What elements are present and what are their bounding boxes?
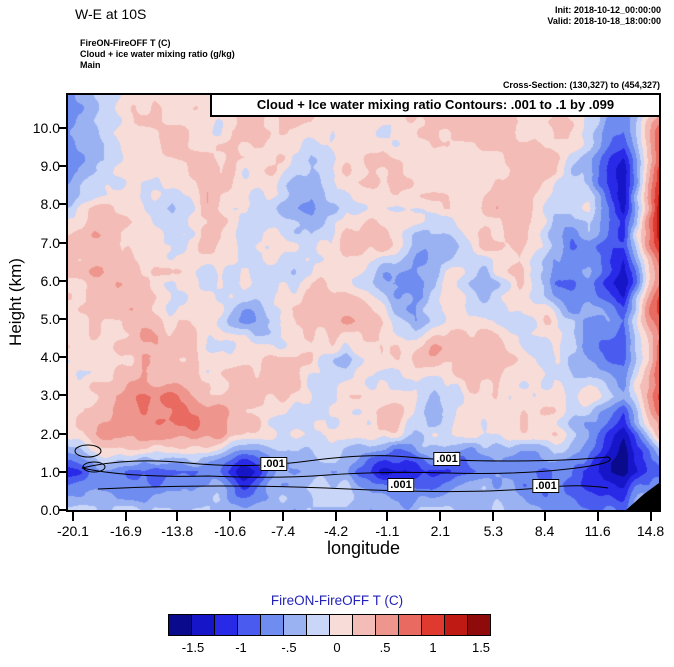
x-axis-tick-label: 8.4 — [534, 523, 555, 539]
colorbar-tick-label: -1.5 — [181, 640, 205, 655]
y-axis-tick — [59, 432, 68, 435]
colorbar-segment — [283, 614, 307, 636]
y-axis-tick-label: 8.0 — [40, 196, 60, 213]
x-axis-tick — [439, 512, 442, 521]
temperature-field-canvas — [68, 95, 659, 510]
colorbar-segment — [260, 614, 284, 636]
colorbar-segment — [306, 614, 330, 636]
x-axis-tick-label: -16.9 — [109, 523, 142, 539]
init-timestamp: Init: 2018-10-12_00:00:00 — [554, 5, 661, 15]
field-line-2: Cloud + ice water mixing ratio (g/kg) — [80, 49, 235, 59]
valid-timestamp: Valid: 2018-10-18_18:00:00 — [547, 16, 661, 26]
x-axis-tick — [176, 512, 179, 521]
x-axis-tick — [282, 512, 285, 521]
y-axis-tick-label: 9.0 — [40, 158, 60, 175]
contour-value-label: .001 — [532, 479, 560, 493]
y-axis-tick-label: 1.0 — [40, 463, 60, 480]
y-axis-tick-label: 0.0 — [40, 502, 60, 518]
colorbar-segment — [191, 614, 215, 636]
colorbar-segment — [352, 614, 376, 636]
y-axis-tick-label: 2.0 — [40, 425, 60, 442]
colorbar-segment — [398, 614, 422, 636]
field-description: FireON-FireOFF T (C) Cloud + ice water m… — [80, 38, 235, 71]
colorbar-tick-label: 0 — [333, 640, 341, 655]
colorbar-title: FireON-FireOFF T (C) — [270, 593, 404, 608]
y-axis-tick — [59, 279, 68, 282]
y-axis-tick — [59, 394, 68, 397]
colorbar-tick-label: -.5 — [281, 640, 297, 655]
y-axis-tick — [59, 165, 68, 168]
contour-info-box: Cloud + Ice water mixing ratio Contours:… — [210, 93, 661, 117]
contour-overlay — [74, 444, 659, 510]
y-axis-tick — [59, 509, 68, 511]
colorbar-segment — [237, 614, 261, 636]
colorbar-segment — [421, 614, 445, 636]
colorbar-segment — [467, 614, 491, 636]
colorbar — [168, 614, 491, 636]
contour-value-label: .001 — [260, 457, 288, 471]
x-axis-title: longitude — [326, 538, 401, 558]
cloud-ice-contour-line — [82, 461, 106, 473]
x-axis-tick — [72, 512, 74, 521]
y-axis-tick — [59, 126, 68, 129]
x-axis-tick — [124, 512, 127, 521]
x-axis-tick-label: -4.2 — [324, 523, 349, 539]
x-axis-tick — [596, 512, 599, 521]
colorbar-segment — [214, 614, 238, 636]
colorbar-segment — [168, 614, 192, 636]
x-axis-tick — [335, 512, 338, 521]
y-axis-tick — [59, 241, 68, 244]
colorbar-tick-label: -1 — [235, 640, 247, 655]
y-axis-tick-label: 5.0 — [40, 310, 60, 327]
x-axis-tick — [229, 512, 232, 521]
field-line-1: FireON-FireOFF T (C) — [80, 38, 171, 48]
contour-value-label: .001 — [387, 478, 415, 492]
page-title: W-E at 10S — [75, 6, 147, 22]
x-axis-tick-label: 5.3 — [483, 523, 504, 539]
colorbar-tick-label: .5 — [379, 640, 391, 655]
x-axis-tick — [543, 512, 546, 521]
x-axis-tick-label: -13.8 — [161, 523, 194, 539]
y-axis-tick-label: 4.0 — [40, 349, 60, 366]
run-timestamps: Init: 2018-10-12_00:00:00 Valid: 2018-10… — [547, 5, 661, 27]
y-axis-tick — [59, 470, 68, 473]
contour-value-label: .001 — [433, 452, 461, 466]
y-axis-tick — [59, 203, 68, 206]
y-axis-tick — [59, 317, 68, 320]
x-axis-tick-label: -10.6 — [214, 523, 247, 539]
x-axis-tick-label: 14.8 — [636, 523, 665, 539]
x-axis-tick-label: 2.1 — [430, 523, 451, 539]
x-axis-tick — [386, 512, 389, 521]
colorbar-segment — [375, 614, 399, 636]
y-axis-tick-label: 10.0 — [32, 119, 60, 136]
y-axis-tick-label: 6.0 — [40, 272, 60, 289]
terrain — [626, 483, 659, 510]
x-axis-tick-label: 11.6 — [584, 523, 611, 539]
field-line-3: Main — [80, 60, 101, 70]
cloud-ice-contour-line — [74, 444, 102, 458]
y-axis-tick — [59, 356, 68, 359]
cloud-ice-contour-line — [81, 455, 611, 478]
y-axis-tick-label: 3.0 — [40, 387, 60, 404]
colorbar-segment — [444, 614, 468, 636]
cross-section-label: Cross-Section: (130,327) to (454,327) — [502, 80, 660, 90]
x-axis-tick — [649, 512, 652, 521]
x-axis-tick-label: -1.1 — [375, 523, 400, 539]
colorbar-tick-label: 1 — [429, 640, 437, 655]
colorbar-segment — [329, 614, 353, 636]
colorbar-tick-label: 1.5 — [471, 640, 491, 655]
x-axis-tick — [492, 512, 495, 521]
x-axis-tick-label: -20.1 — [57, 523, 89, 539]
x-axis-tick-label: -7.4 — [271, 523, 296, 539]
y-axis-tick-label: 7.0 — [40, 234, 60, 251]
